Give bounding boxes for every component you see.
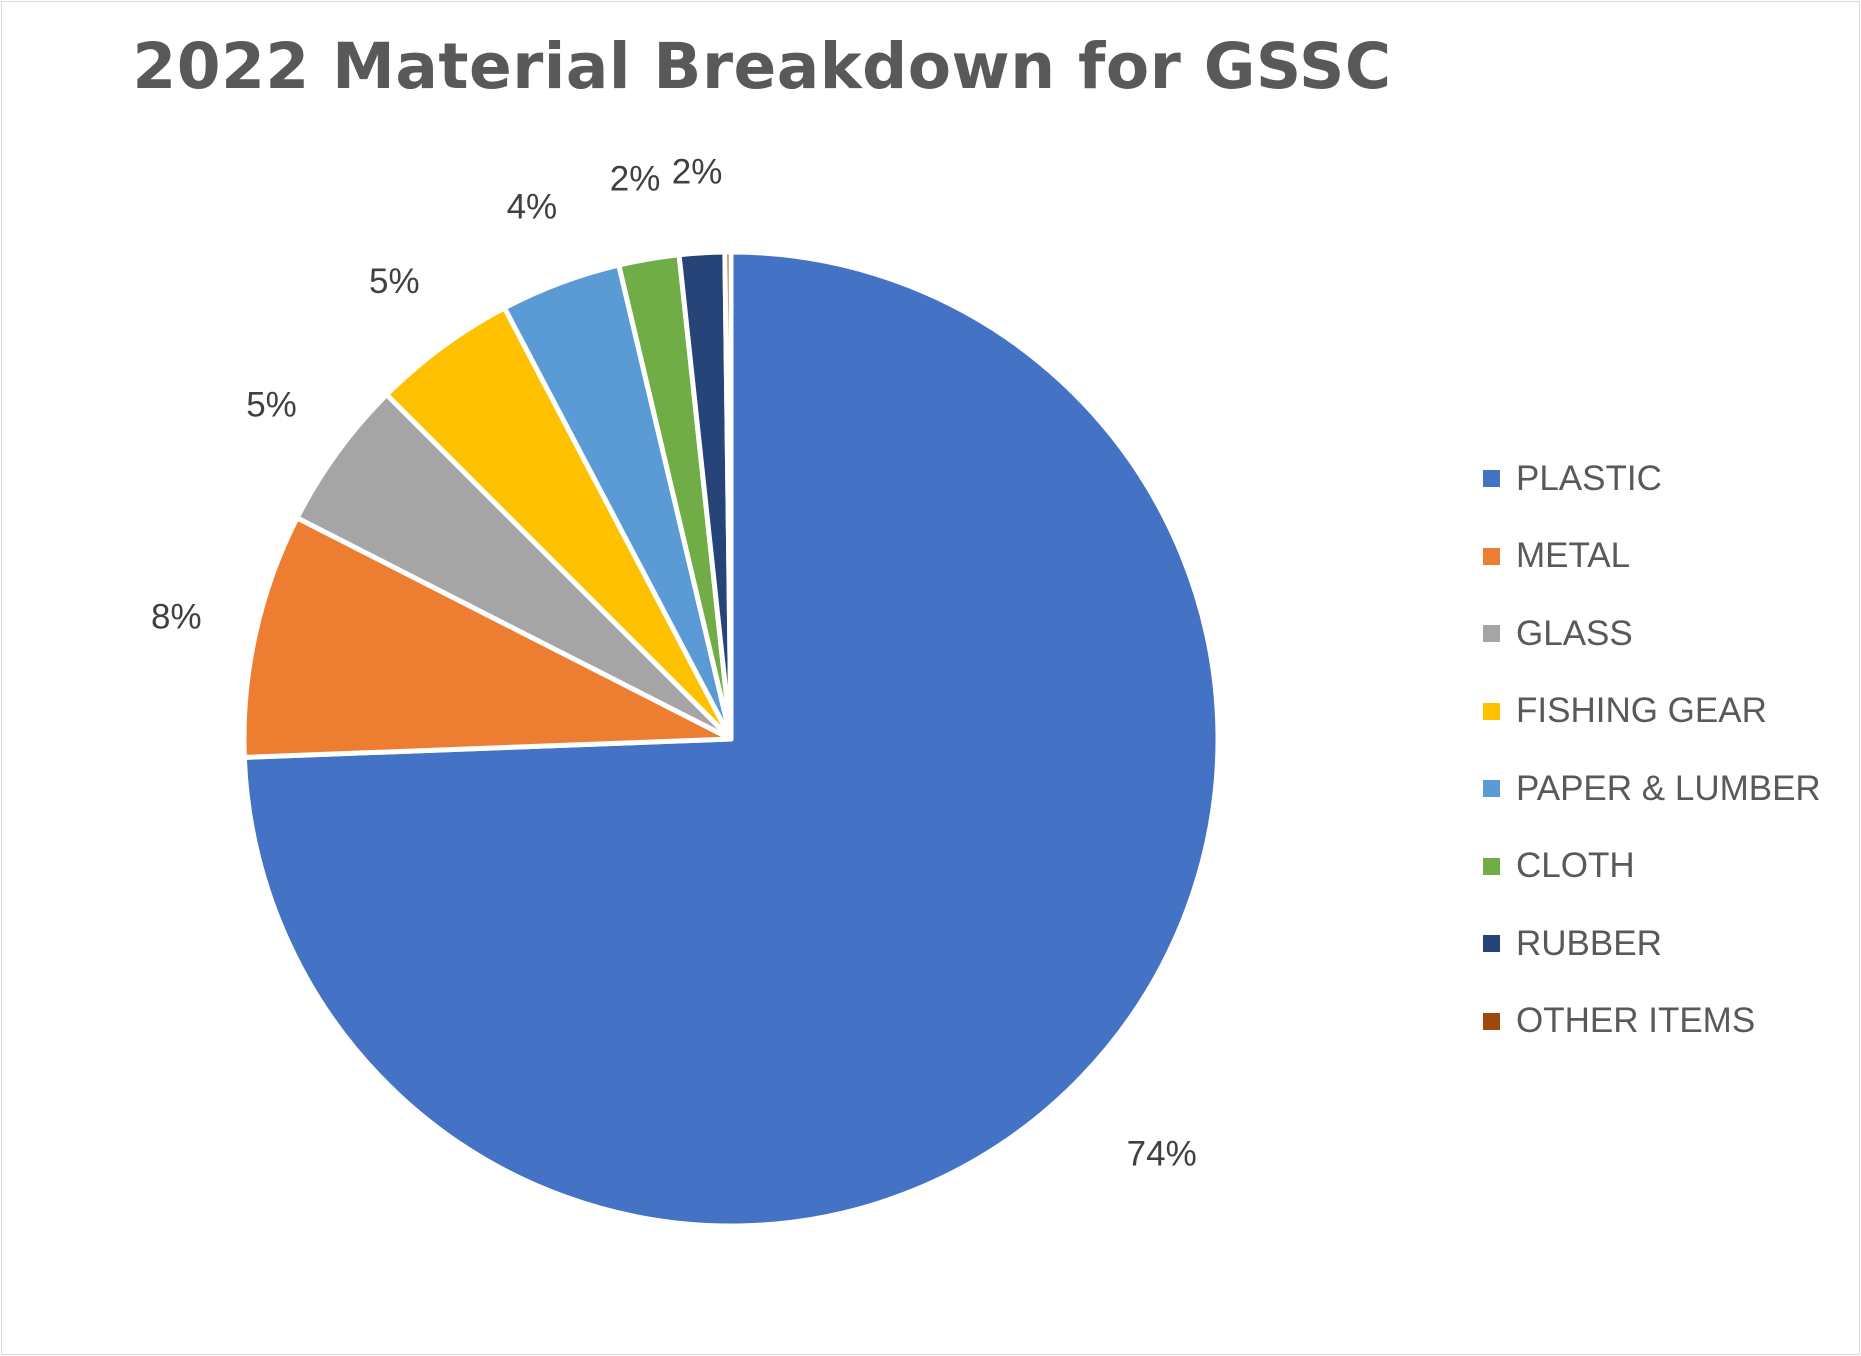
legend-item-paper-lumber: PAPER & LUMBER	[1483, 750, 1821, 828]
legend-swatch	[1483, 470, 1500, 488]
legend-swatch	[1483, 857, 1500, 875]
legend-item-cloth: CLOTH	[1483, 828, 1821, 906]
data-label-rubber: 2%	[672, 153, 723, 192]
legend-label: GLASS	[1516, 613, 1633, 653]
data-label-glass: 5%	[246, 386, 297, 425]
legend-label: CLOTH	[1516, 846, 1635, 886]
data-label-plastic: 74%	[1127, 1134, 1197, 1173]
legend-swatch	[1483, 702, 1500, 720]
legend-item-glass: GLASS	[1483, 595, 1821, 673]
legend-item-metal: METAL	[1483, 518, 1821, 596]
data-label-paper-lumber: 4%	[507, 188, 558, 227]
data-label-metal: 8%	[151, 597, 202, 636]
legend-item-other-items: OTHER ITEMS	[1483, 983, 1821, 1061]
legend-label: OTHER ITEMS	[1516, 1001, 1756, 1041]
legend-label: PAPER & LUMBER	[1516, 768, 1821, 808]
legend-item-plastic: PLASTIC	[1483, 440, 1821, 518]
legend-item-fishing-gear: FISHING GEAR	[1483, 673, 1821, 751]
pie-slice-glass	[294, 392, 734, 742]
legend-item-rubber: RUBBER	[1483, 905, 1821, 983]
legend-label: PLASTIC	[1516, 458, 1662, 498]
legend-label: RUBBER	[1516, 923, 1662, 963]
legend-label: FISHING GEAR	[1516, 691, 1767, 731]
legend-swatch	[1483, 625, 1500, 643]
legend-swatch	[1483, 935, 1500, 953]
legend-swatch	[1483, 1012, 1500, 1030]
legend-swatch	[1483, 547, 1500, 565]
legend-label: METAL	[1516, 536, 1631, 576]
pie-slice-other-items	[722, 249, 734, 742]
pie-slice-metal	[241, 515, 734, 760]
chart-title: 2022 Material Breakdown for GSSC	[132, 30, 1392, 103]
data-label-cloth: 2%	[610, 160, 661, 199]
data-label-fishing-gear: 5%	[369, 262, 420, 301]
chart-legend: PLASTIC METAL GLASS FISHING GEAR PAPER & LUM…	[1483, 440, 1821, 1060]
legend-swatch	[1483, 780, 1500, 798]
